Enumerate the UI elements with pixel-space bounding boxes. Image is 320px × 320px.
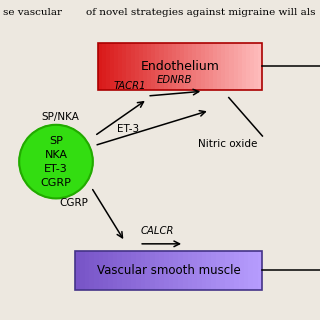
Bar	[131, 251, 136, 290]
Bar	[216, 251, 220, 290]
Bar	[229, 43, 234, 90]
Bar	[202, 251, 206, 290]
Bar	[147, 43, 151, 90]
Bar	[244, 251, 248, 290]
Bar	[122, 43, 126, 90]
Text: of novel strategies against migraine will als: of novel strategies against migraine wil…	[86, 8, 316, 17]
Bar	[122, 251, 127, 290]
Bar	[183, 251, 188, 290]
Bar	[108, 251, 113, 290]
Bar	[164, 251, 169, 290]
Bar	[131, 43, 135, 90]
Text: SP/NKA: SP/NKA	[42, 112, 79, 122]
Bar	[258, 251, 262, 290]
Bar	[192, 251, 197, 290]
Bar	[126, 43, 131, 90]
Bar	[98, 43, 102, 90]
Bar	[75, 251, 80, 290]
Bar	[80, 251, 84, 290]
Text: TACR1: TACR1	[114, 81, 146, 91]
Bar	[98, 43, 262, 90]
Bar	[211, 251, 216, 290]
Bar	[253, 251, 258, 290]
Text: CALCR: CALCR	[141, 226, 174, 236]
Bar	[127, 251, 131, 290]
Bar	[258, 43, 262, 90]
Bar	[118, 43, 122, 90]
Bar	[225, 251, 230, 290]
Bar	[221, 43, 225, 90]
Bar	[113, 251, 117, 290]
Bar	[206, 251, 211, 290]
Bar	[102, 43, 106, 90]
Bar	[110, 43, 114, 90]
Bar	[239, 251, 244, 290]
Bar	[94, 251, 99, 290]
Bar	[201, 43, 205, 90]
Bar	[89, 251, 94, 290]
Bar	[209, 43, 213, 90]
Bar	[143, 43, 147, 90]
Text: Endothelium: Endothelium	[140, 60, 220, 73]
Bar	[114, 43, 118, 90]
Bar	[164, 43, 168, 90]
Bar	[84, 251, 89, 290]
Bar	[151, 43, 155, 90]
Bar	[192, 43, 196, 90]
Text: SP
NKA
ET-3
CGRP: SP NKA ET-3 CGRP	[41, 136, 71, 188]
Bar	[172, 43, 176, 90]
Bar	[99, 251, 103, 290]
Bar	[250, 43, 254, 90]
Bar	[188, 43, 192, 90]
Bar	[106, 43, 110, 90]
Bar	[145, 251, 150, 290]
Bar	[246, 43, 250, 90]
Bar	[178, 251, 183, 290]
Bar	[168, 43, 172, 90]
Bar	[248, 251, 253, 290]
Bar	[180, 43, 184, 90]
Bar	[238, 43, 242, 90]
Bar	[103, 251, 108, 290]
Bar	[155, 251, 159, 290]
Bar	[230, 251, 234, 290]
Bar	[234, 251, 239, 290]
Text: EDNRB: EDNRB	[157, 75, 192, 85]
Bar	[169, 251, 173, 290]
Bar	[135, 43, 139, 90]
Bar	[150, 251, 155, 290]
Text: ET-3: ET-3	[117, 124, 139, 134]
Bar	[213, 43, 217, 90]
Bar	[159, 251, 164, 290]
Bar	[159, 43, 164, 90]
Bar	[173, 251, 178, 290]
Bar	[139, 43, 143, 90]
Bar	[117, 251, 122, 290]
Bar	[242, 43, 246, 90]
Bar	[141, 251, 145, 290]
Bar	[234, 43, 238, 90]
Bar	[197, 251, 202, 290]
Bar	[254, 43, 258, 90]
Bar	[188, 251, 192, 290]
Bar	[205, 43, 209, 90]
Bar	[136, 251, 141, 290]
Bar	[75, 251, 262, 290]
Bar	[217, 43, 221, 90]
Bar	[225, 43, 229, 90]
Bar	[155, 43, 159, 90]
Bar	[196, 43, 201, 90]
Bar	[184, 43, 188, 90]
Circle shape	[19, 125, 93, 198]
Text: se vascular: se vascular	[3, 8, 62, 17]
Text: CGRP: CGRP	[59, 198, 88, 208]
Bar	[220, 251, 225, 290]
Text: Nitric oxide: Nitric oxide	[198, 139, 258, 149]
Text: Vascular smooth muscle: Vascular smooth muscle	[97, 264, 241, 277]
Bar	[176, 43, 180, 90]
